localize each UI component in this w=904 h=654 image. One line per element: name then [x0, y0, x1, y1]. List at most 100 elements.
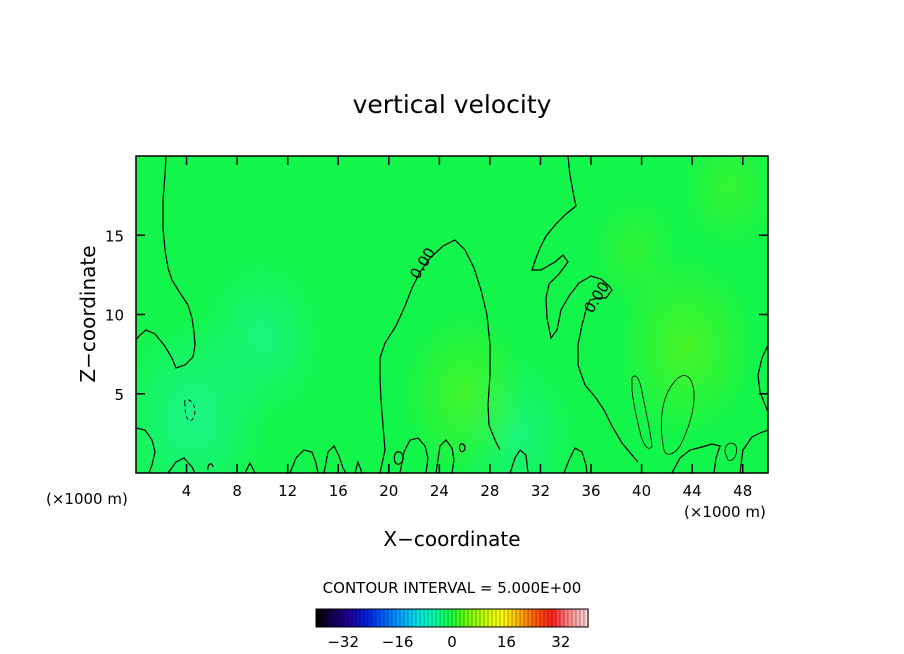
- colorbar-cell-60: [555, 608, 561, 628]
- colorbar-cell-61: [559, 608, 565, 628]
- x-tick-label-11: 48: [733, 482, 752, 500]
- colorbar-cell-29: [431, 608, 437, 628]
- colorbar-cell-0: [315, 608, 321, 628]
- colorbar-cell-13: [367, 608, 373, 628]
- colorbar-cell-8: [347, 608, 353, 628]
- colorbar-cell-64: [571, 608, 577, 628]
- x-tick-label-5: 24: [430, 482, 449, 500]
- y-tick-labels: 5 10 15: [105, 227, 124, 404]
- positive-contours: [631, 375, 737, 461]
- y-tick-label-1: 10: [105, 307, 124, 325]
- colorbar-tick-label-2: 0: [447, 633, 457, 651]
- field-anomaly-6: [588, 191, 683, 312]
- colorbar-cell-43: [487, 608, 493, 628]
- y-axis-label: Z−coordinate: [76, 245, 100, 382]
- colorbar-cell-66: [579, 608, 585, 628]
- colorbar-cell-23: [407, 608, 413, 628]
- zero-contour-right-upper: [531, 156, 639, 463]
- positive-contour-47-2: [724, 442, 737, 461]
- colorbar-cell-42: [483, 608, 489, 628]
- x-tick-labels: 4 8 12 16 20 24 28 32 36 40 44 48: [182, 482, 752, 500]
- zero-contour-bottom-ridge: [167, 429, 768, 473]
- colorbar-cell-51: [519, 608, 525, 628]
- colorbar-cell-7: [343, 608, 349, 628]
- x-tick-label-6: 28: [480, 482, 499, 500]
- colorbar-tick-label-1: −16: [382, 633, 414, 651]
- colorbar-cell-9: [351, 608, 357, 628]
- x-tick-label-7: 32: [531, 482, 550, 500]
- colorbar-cell-65: [575, 608, 581, 628]
- colorbar-cell-46: [499, 608, 505, 628]
- colorbar-cell-45: [495, 608, 501, 628]
- colorbar-cell-18: [387, 608, 393, 628]
- x-tick-label-9: 40: [632, 482, 651, 500]
- colorbar-cell-55: [535, 608, 541, 628]
- colorbar-cell-25: [415, 608, 421, 628]
- zero-contour-center: [379, 239, 501, 473]
- colorbar-cell-35: [455, 608, 461, 628]
- x-tick-label-10: 44: [683, 482, 702, 500]
- colorbar-cell-11: [359, 608, 365, 628]
- colorbar-cell-21: [399, 608, 405, 628]
- colorbar-cell-3: [327, 608, 333, 628]
- x-axis-label: X−coordinate: [383, 527, 520, 551]
- colorbar-cell-14: [371, 608, 377, 628]
- colorbar-cell-12: [363, 608, 369, 628]
- colorbar-cell-53: [527, 608, 533, 628]
- colorbar-cell-28: [427, 608, 433, 628]
- colorbar-cell-62: [563, 608, 569, 628]
- colorbar-cell-52: [523, 608, 529, 628]
- x-tick-label-3: 16: [329, 482, 348, 500]
- colorbar-cell-16: [379, 608, 385, 628]
- colorbar-cell-1: [319, 608, 325, 628]
- colorbar-cell-44: [491, 608, 497, 628]
- colorbar-cell-5: [335, 608, 341, 628]
- colorbar-cell-63: [567, 608, 573, 628]
- colorbar-cell-37: [463, 608, 469, 628]
- colorbar-tick-label-0: −32: [327, 633, 359, 651]
- contour-lines: [136, 156, 768, 473]
- x-tick-label-4: 20: [379, 482, 398, 500]
- negative-contour-4-3: [184, 399, 196, 422]
- colorbar-cell-33: [447, 608, 453, 628]
- colorbar-cell-41: [479, 608, 485, 628]
- colorbar-cell-30: [435, 608, 441, 628]
- x-unit-left: (×1000 m): [46, 490, 128, 508]
- colorbar-cell-24: [411, 608, 417, 628]
- colorbar-cell-39: [471, 608, 477, 628]
- colorbar: −32 −16 0 16 32: [315, 608, 589, 651]
- colorbar-cell-38: [467, 608, 473, 628]
- axis-ticks: [136, 156, 768, 473]
- colorbar-cell-15: [375, 608, 381, 628]
- positive-contour-43-8: [660, 375, 695, 455]
- colorbar-cell-19: [391, 608, 397, 628]
- field-anomaly-5: [678, 156, 768, 254]
- zero-contour-bottom-left: [136, 427, 156, 473]
- y-tick-label-2: 15: [105, 227, 124, 245]
- colorbar-cells: [315, 608, 589, 628]
- x-tick-label-0: 4: [182, 482, 192, 500]
- colorbar-cell-31: [439, 608, 445, 628]
- colorbar-cell-36: [459, 608, 465, 628]
- colorbar-cell-17: [383, 608, 389, 628]
- zero-contour-right-edge: [757, 344, 768, 413]
- x-unit-right: (×1000 m): [684, 503, 766, 521]
- field-anomaly-4: [400, 309, 530, 473]
- colorbar-tick-label-4: 32: [551, 633, 570, 651]
- zero-contour-left: [136, 156, 196, 369]
- x-tick-label-8: 36: [581, 482, 600, 500]
- y-tick-label-0: 5: [114, 386, 124, 404]
- colorbar-cell-48: [507, 608, 513, 628]
- colorbar-frame: [315, 608, 589, 628]
- colorbar-cell-4: [331, 608, 337, 628]
- x-tick-label-2: 12: [278, 482, 297, 500]
- colorbar-cell-22: [403, 608, 409, 628]
- zero-contour-small-lobes: [207, 443, 466, 471]
- colorbar-tick-labels: −32 −16 0 16 32: [327, 633, 570, 651]
- colorbar-cell-49: [511, 608, 517, 628]
- colorbar-cell-6: [339, 608, 345, 628]
- colorbar-cell-34: [451, 608, 457, 628]
- colorbar-cell-10: [355, 608, 361, 628]
- plot-area: 0.00 0.00: [135, 155, 769, 474]
- colorbar-cell-50: [515, 608, 521, 628]
